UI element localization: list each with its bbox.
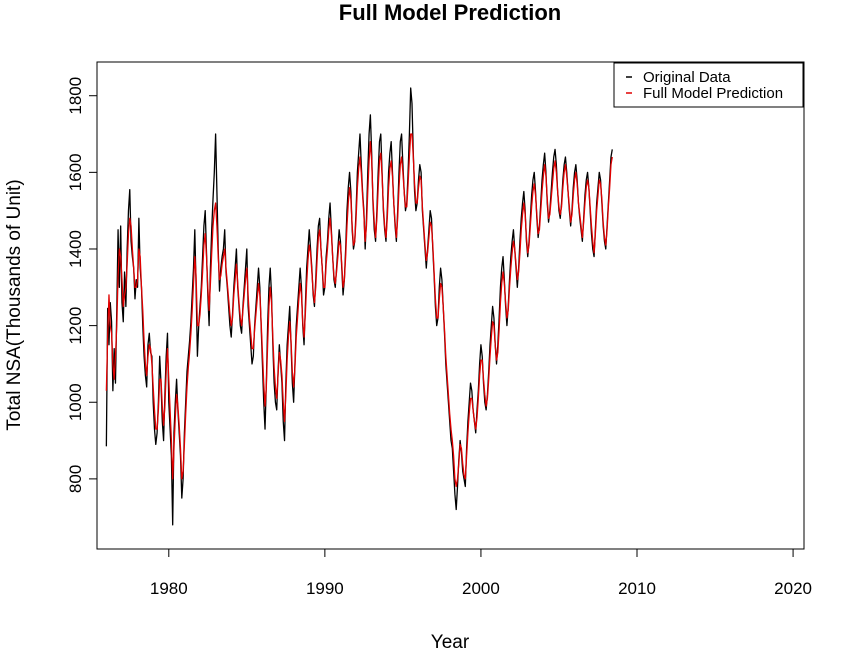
x-tick-label: 1990 xyxy=(306,579,344,598)
y-tick-label: 1800 xyxy=(66,77,85,115)
legend-label-original: Original Data xyxy=(643,69,731,86)
y-tick-label: 1000 xyxy=(66,383,85,421)
x-axis: 1980 1990 2000 2010 2020 xyxy=(150,548,812,598)
y-tick-label: 800 xyxy=(66,465,85,493)
y-axis-label: Total NSA(Thousands of Unit) xyxy=(4,179,25,430)
legend-box xyxy=(613,62,804,108)
legend: Original Data Full Model Prediction xyxy=(613,62,804,108)
series-layer xyxy=(105,87,613,526)
y-axis: 800 1000 1200 1400 1600 1800 xyxy=(66,77,98,493)
series-line-prediction xyxy=(105,133,613,488)
y-tick-label: 1200 xyxy=(66,307,85,345)
legend-label-prediction: Full Model Prediction xyxy=(643,85,783,102)
x-tick-label: 1980 xyxy=(150,579,188,598)
x-tick-label: 2000 xyxy=(462,579,500,598)
y-tick-label: 1600 xyxy=(66,153,85,191)
series-line-original xyxy=(105,87,613,526)
x-axis-label: Year xyxy=(431,632,470,653)
plot-frame xyxy=(96,61,805,550)
x-tick-label: 2020 xyxy=(774,579,812,598)
x-tick-label: 2010 xyxy=(618,579,656,598)
chart-title: Full Model Prediction xyxy=(339,0,561,25)
y-tick-label: 1400 xyxy=(66,230,85,268)
